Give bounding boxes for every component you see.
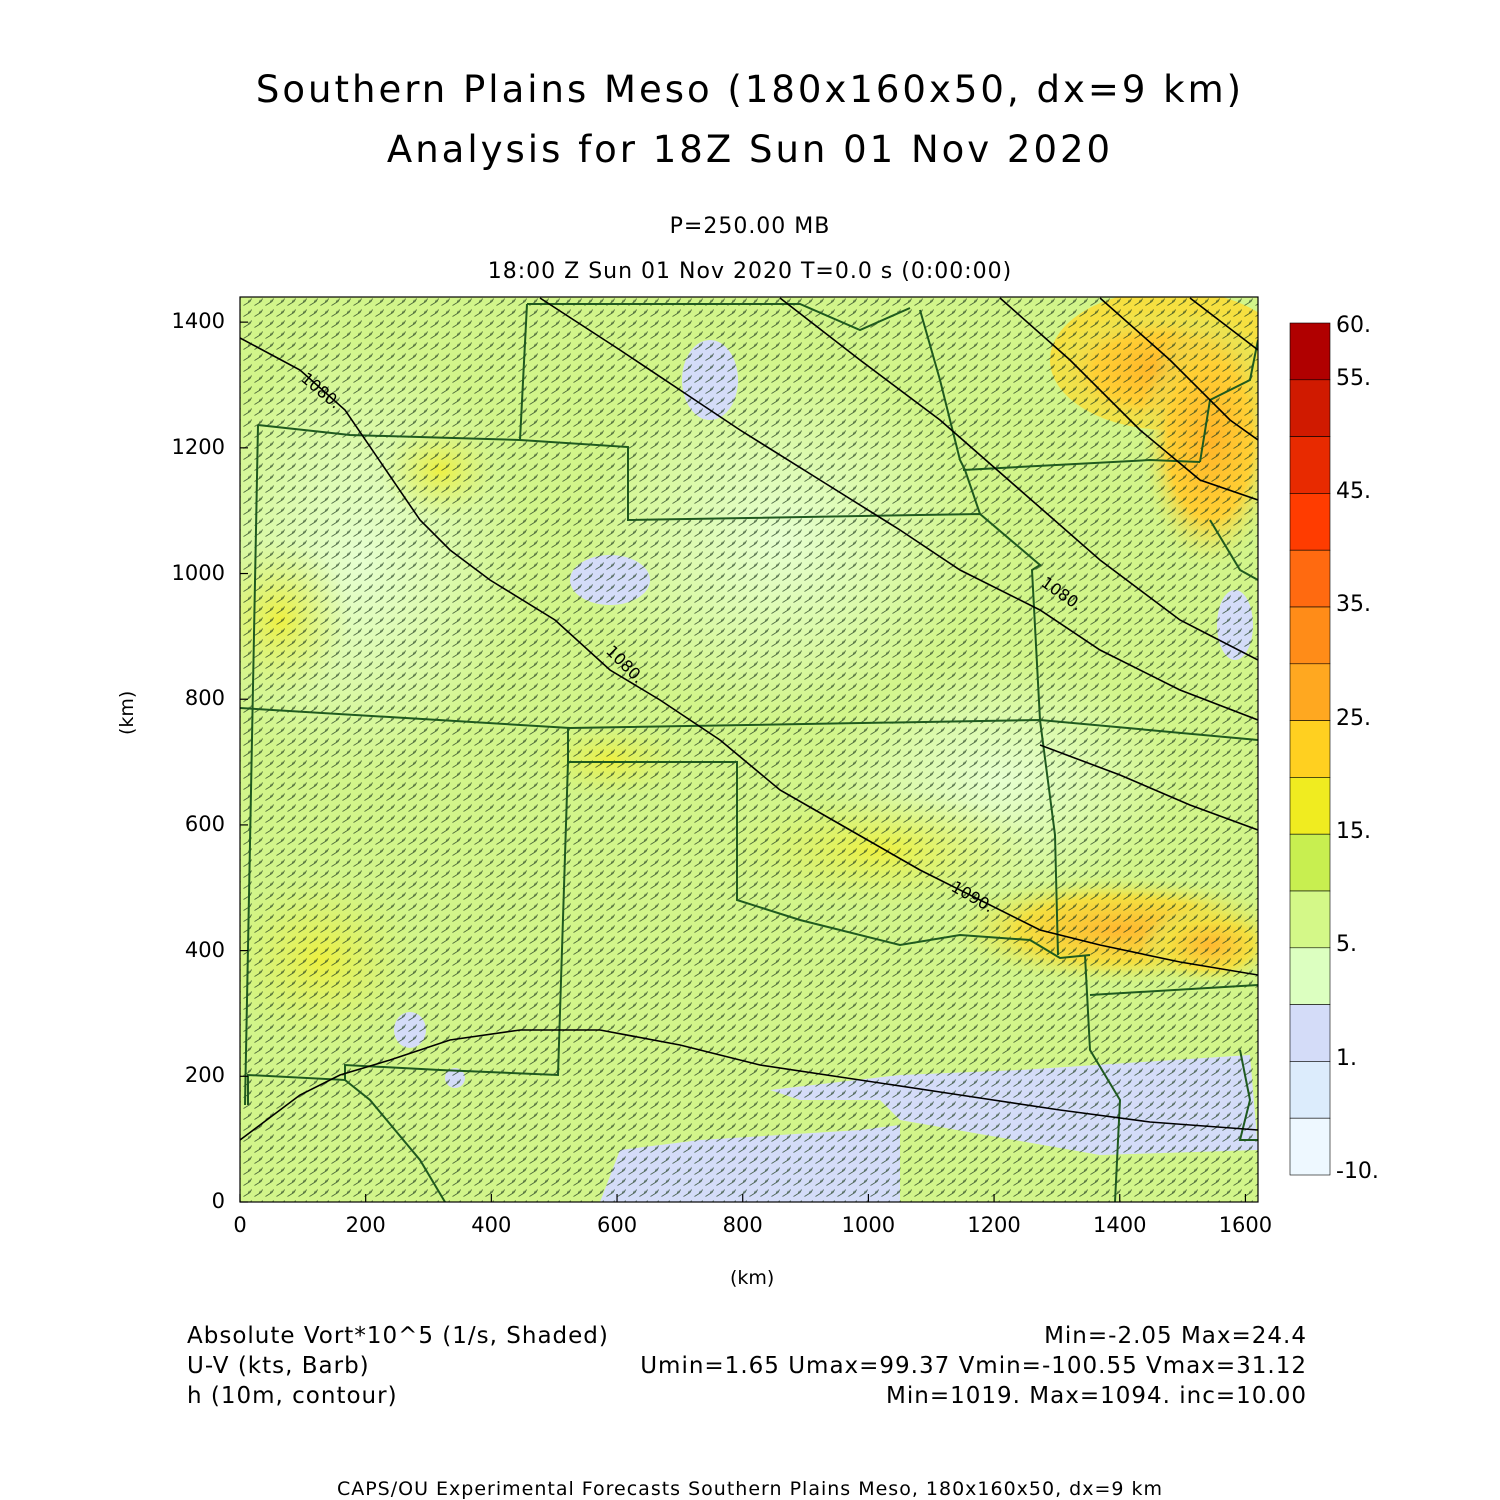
x-tick-label: 800 [722,1213,763,1237]
legend-wind-range: Umin=1.65 Umax=99.37 Vmin=-100.55 Vmax=3… [640,1353,1307,1379]
colorbar [1289,322,1331,1176]
colorbar-swatch [1289,947,1331,1005]
y-axis-label: (km) [116,690,138,735]
y-tick-label: 800 [184,686,225,711]
title-line-1: Southern Plains Meso (180x160x50, dx=9 k… [255,68,1245,111]
colorbar-label: 25. [1336,706,1371,731]
colorbar-swatch [1289,833,1331,892]
title-line-2: Analysis for 18Z Sun 01 Nov 2020 [386,128,1114,171]
colorbar-swatch [1289,322,1331,381]
colorbar-swatch [1289,1117,1331,1176]
colorbar-swatch [1289,890,1331,949]
legend-vorticity: Absolute Vort*10^5 (1/s, Shaded) [187,1323,609,1349]
colorbar-swatch [1289,1004,1331,1062]
x-tick-label: 600 [596,1213,638,1237]
axis-ticks [239,321,1247,1203]
x-tick-label: 1400 [1093,1213,1147,1237]
x-axis-label: (km) [730,1267,775,1289]
legend-wind: U-V (kts, Barb) [187,1353,370,1379]
valid-time: 18:00 Z Sun 01 Nov 2020 T=0.0 s (0:00:00… [487,259,1013,284]
vorticity-shading [240,297,1258,1202]
x-tick-label: 400 [471,1213,512,1237]
colorbar-label: 1. [1336,1046,1357,1071]
legend-height: h (10m, contour) [187,1383,398,1409]
pressure-level: P=250.00 MB [669,214,831,239]
legend-height-range: Min=1019. Max=1094. inc=10.00 [886,1383,1307,1409]
colorbar-swatch [1289,663,1331,721]
colorbar-swatch [1289,549,1331,608]
x-tick-label: 1200 [967,1213,1021,1237]
colorbar-swatch [1289,379,1331,437]
colorbar-label: 15. [1336,819,1371,844]
colorbar-label: -10. [1336,1159,1379,1184]
plot-frame [239,296,1259,1203]
footer-credit: CAPS/OU Experimental Forecasts Southern … [336,1478,1164,1500]
colorbar-swatch [1289,720,1331,778]
colorbar-label: 5. [1336,932,1357,957]
y-tick-label: 1200 [171,434,225,459]
y-tick-label: 200 [184,1063,225,1088]
x-tick-label: 200 [345,1213,386,1237]
y-tick-label: 1000 [171,560,225,585]
x-tick-label: 0 [233,1213,247,1237]
height-contours [240,297,1258,1141]
legend-vorticity-range: Min=-2.05 Max=24.4 [1044,1323,1307,1349]
colorbar-swatch [1289,493,1331,551]
colorbar-swatch [1289,777,1331,835]
colorbar-label: 55. [1336,366,1371,391]
colorbar-label: 45. [1336,479,1371,504]
colorbar-label: 60. [1336,313,1371,338]
colorbar-swatch [1289,606,1331,665]
y-tick-label: 400 [184,937,225,962]
colorbar-swatch [1289,1061,1331,1119]
y-tick-label: 0 [211,1189,225,1213]
state-boundaries [240,303,1258,1202]
x-tick-label: 1000 [841,1213,896,1237]
x-tick-label: 1600 [1218,1213,1273,1237]
colorbar-swatch [1289,436,1331,494]
y-tick-label: 600 [184,811,225,836]
y-tick-label: 1400 [171,309,225,334]
colorbar-label: 35. [1336,592,1371,617]
